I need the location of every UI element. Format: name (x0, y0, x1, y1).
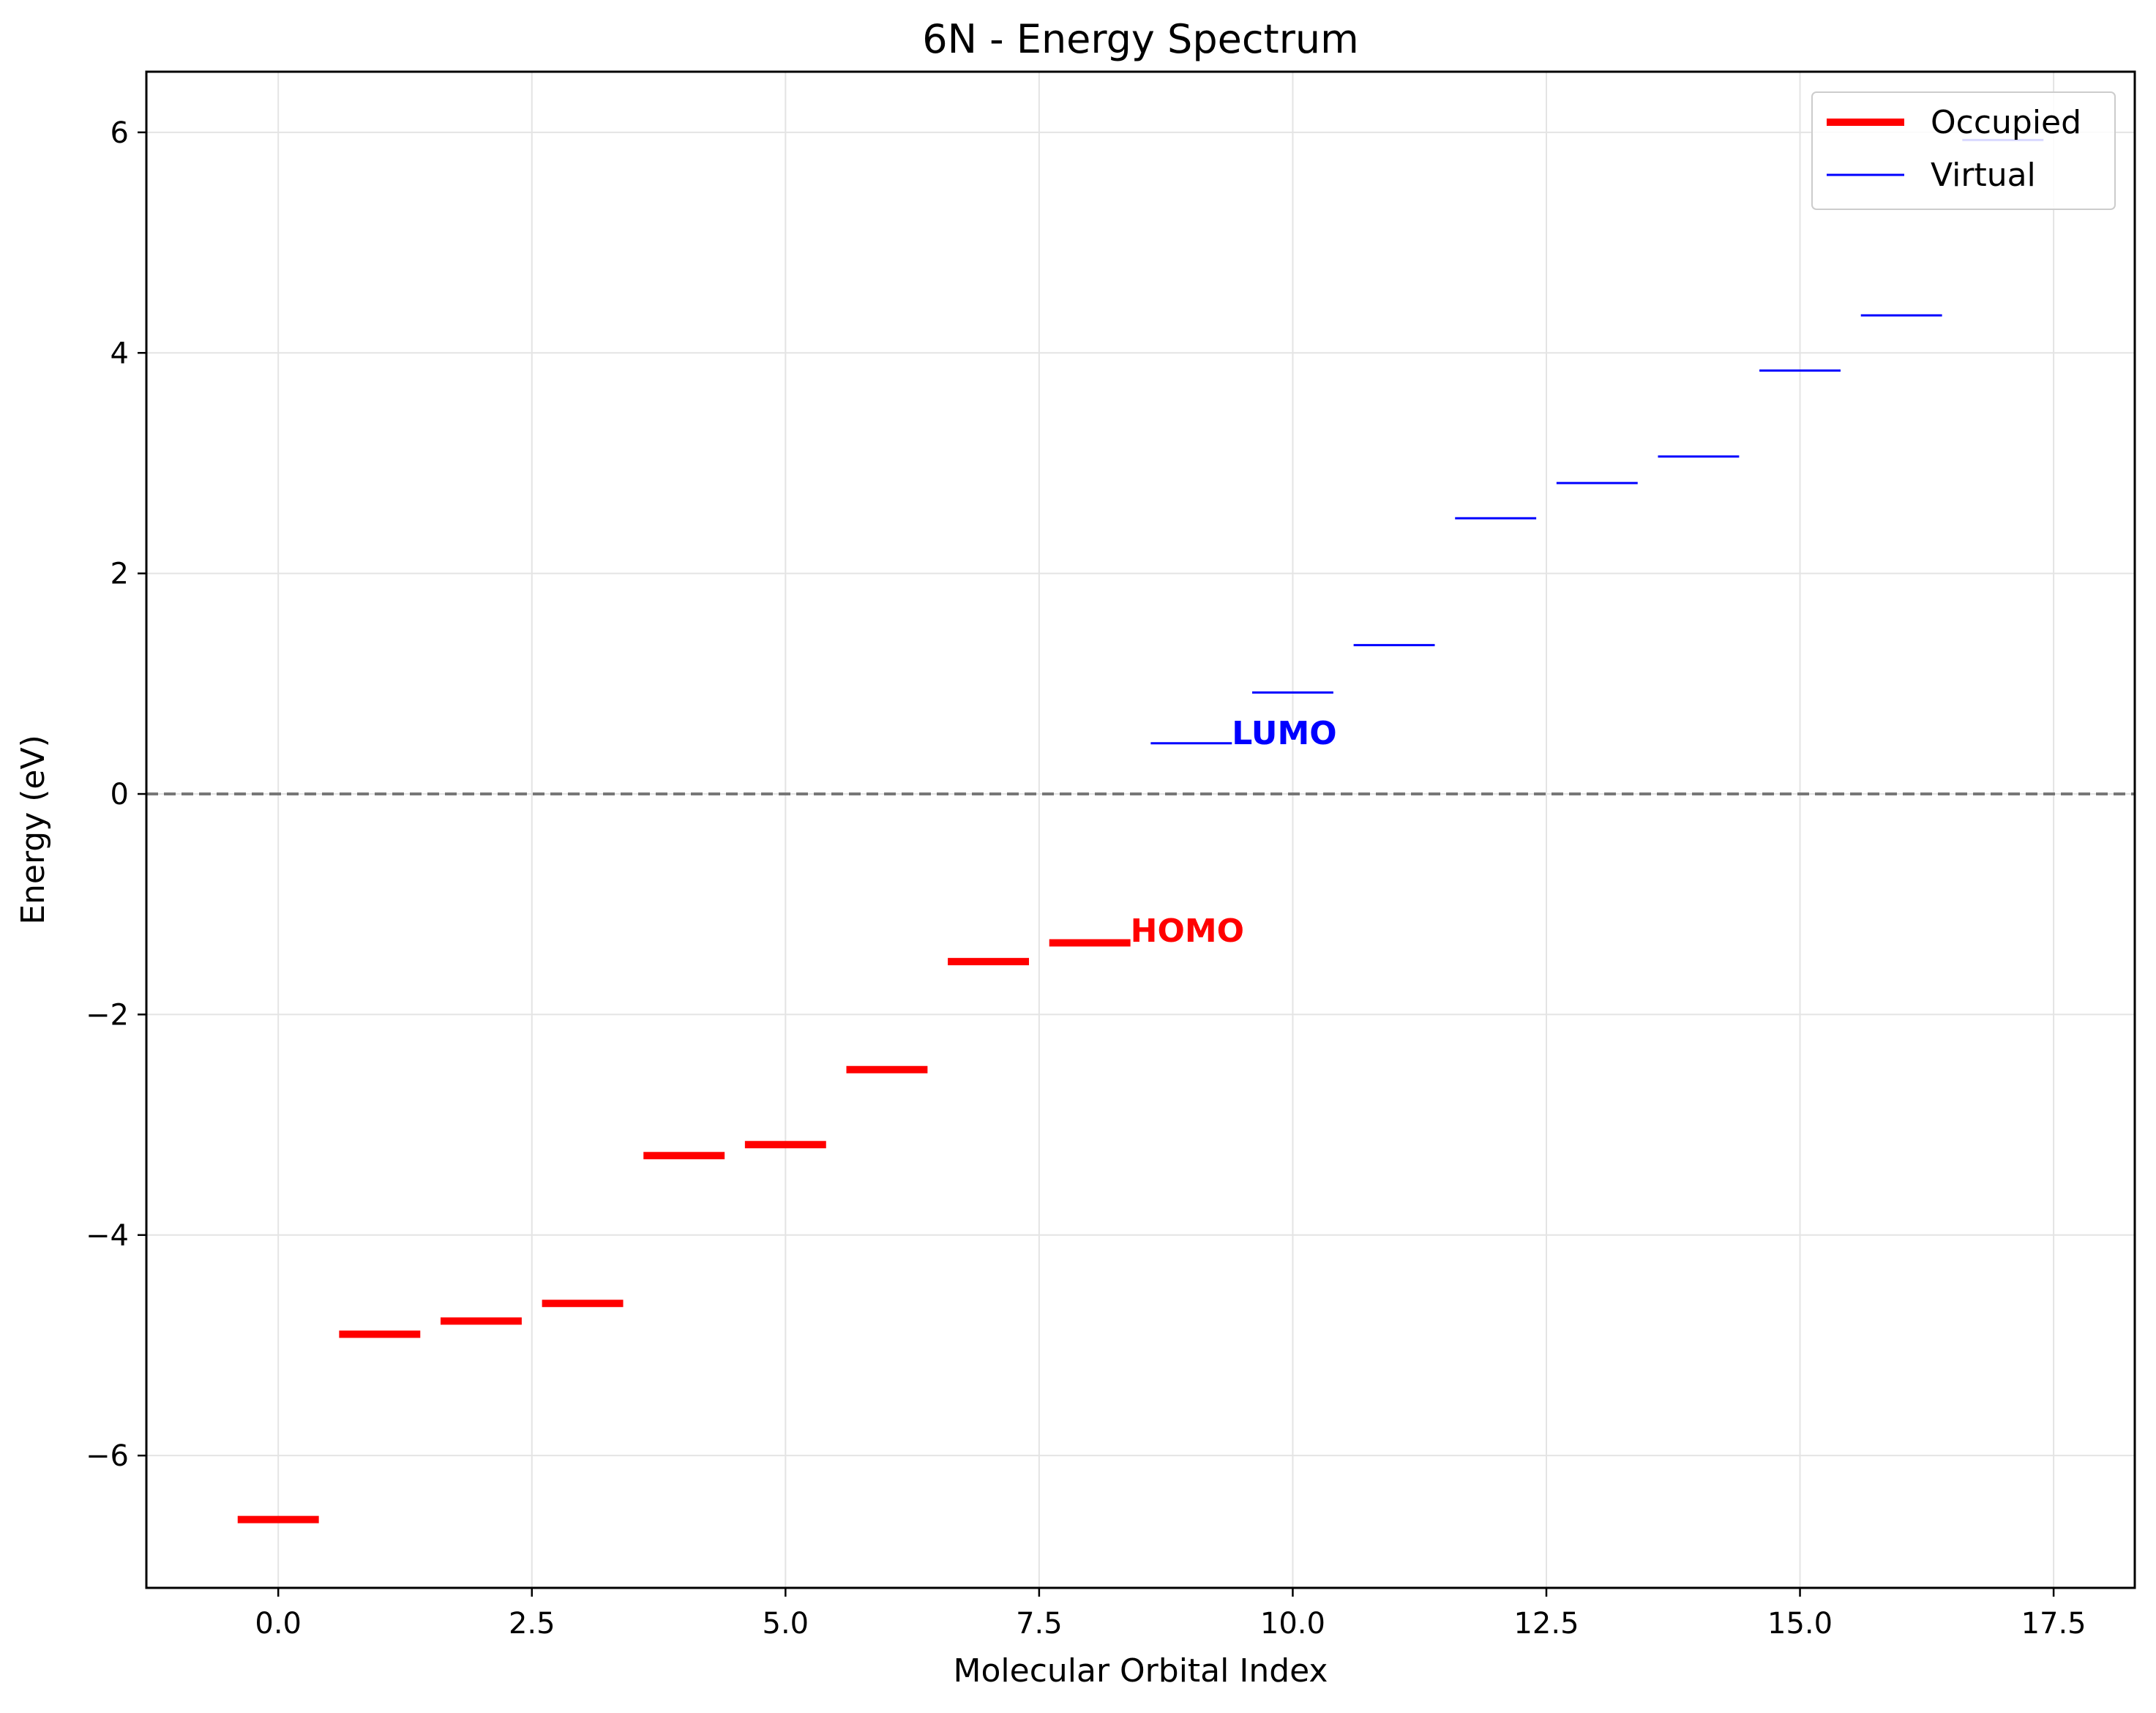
legend-label-virtual: Virtual (1931, 157, 2036, 194)
y-tick-label: 2 (111, 558, 129, 591)
x-tick-label: 0.0 (255, 1607, 302, 1641)
energy-levels (237, 138, 2044, 1523)
x-tick-label: 10.0 (1260, 1607, 1325, 1641)
homo-annotation: HOMO (1131, 912, 1244, 950)
x-tick-label: 7.5 (1016, 1607, 1063, 1641)
legend-label-occupied: Occupied (1931, 104, 2081, 141)
y-tick-label: 0 (111, 778, 129, 811)
y-tick-label: 6 (111, 116, 129, 150)
lumo-annotation: LUMO (1232, 715, 1336, 752)
x-tick-label: 17.5 (2021, 1607, 2086, 1641)
y-tick-label: 4 (111, 337, 129, 370)
chart-title: 6N - Energy Spectrum (922, 16, 1358, 62)
annotations: HOMO LUMO (1131, 715, 1337, 950)
y-axis-title: Energy (eV) (15, 735, 52, 925)
grid (146, 72, 2135, 1588)
x-tick-label: 5.0 (763, 1607, 809, 1641)
y-tick-label: −2 (86, 998, 129, 1032)
y-tick-label: −6 (86, 1439, 129, 1473)
x-tick-label: 2.5 (509, 1607, 555, 1641)
legend: Occupied Virtual (1811, 91, 2116, 210)
x-tick-label: 12.5 (1513, 1607, 1579, 1641)
x-tick-label: 15.0 (1767, 1607, 1833, 1641)
axes: 0.0 2.5 5.0 7.5 10.0 12.5 15.0 17.5 −6 −4 −2 0 2 4 6 (86, 116, 2086, 1641)
x-axis-title: Molecular Orbital Index (954, 1652, 1328, 1690)
plot-frame (145, 70, 2136, 1589)
y-tick-label: −4 (86, 1219, 129, 1253)
